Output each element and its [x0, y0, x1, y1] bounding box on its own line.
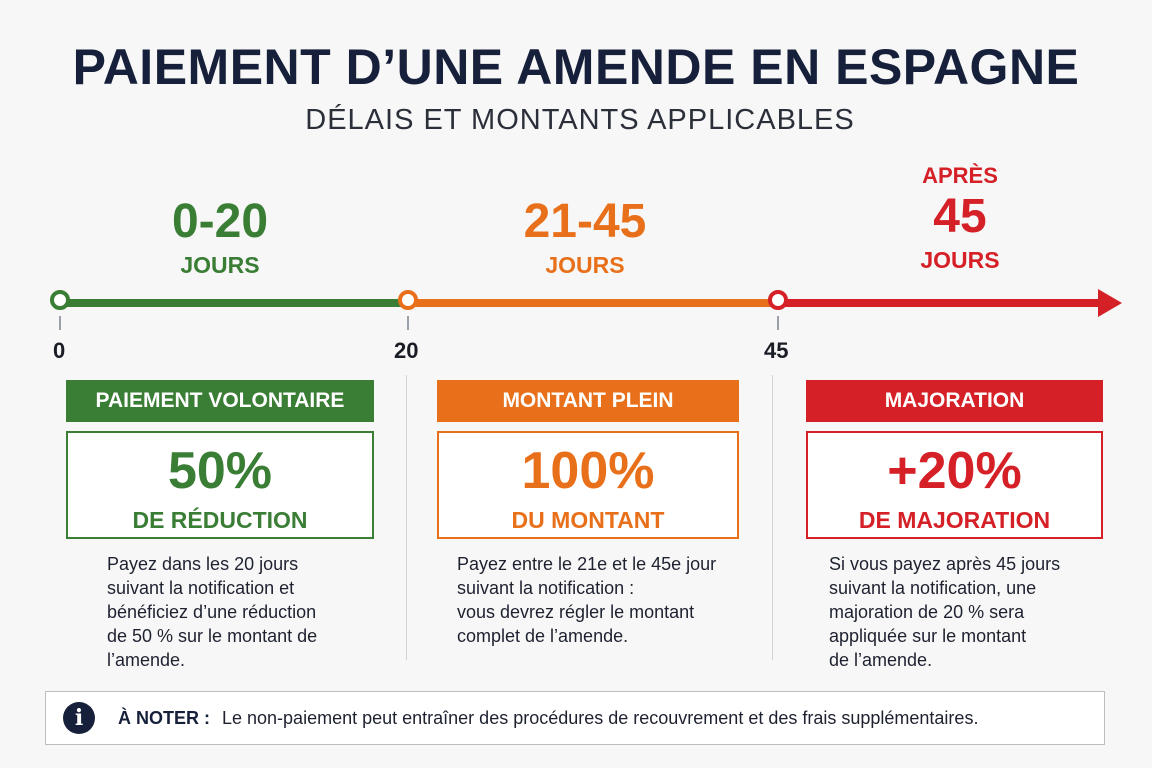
tick-label-0: 0	[53, 338, 66, 363]
timeline-node-45	[768, 290, 788, 310]
card-3-line: Si vous payez après 45 jours	[829, 554, 1061, 574]
card-3-line: appliquée sur le montant	[829, 626, 1027, 646]
card-2-caption: DU MONTANT	[511, 507, 665, 533]
card-2-line: vous devrez régler le montant	[457, 602, 695, 622]
card-2-line: Payez entre le 21e et le 45e jour	[457, 554, 717, 574]
card-1-line: Payez dans les 20 jours	[107, 554, 299, 574]
column-divider	[772, 375, 773, 660]
card-1-box: 50% DE RÉDUCTION	[66, 431, 374, 539]
page-title: PAIEMENT D’UNE AMENDE EN ESPAGNE	[72, 39, 1080, 95]
card-1-line: de 50 % sur le montant de	[107, 626, 318, 646]
period-1-range: 0-20	[171, 195, 269, 248]
period-3-unit: JOURS	[920, 247, 1000, 273]
card-1-line: bénéficiez d’une réduction	[107, 602, 317, 622]
card-2-line: complet de l’amende.	[457, 626, 629, 646]
column-divider	[406, 375, 407, 660]
card-3-line: majoration de 20 % sera	[829, 602, 1025, 622]
card-1-description: Payez dans les 20 jours suivant la notif…	[107, 552, 317, 672]
card-1-value: 50%	[167, 442, 273, 500]
card-2-line: suivant la notification :	[457, 578, 635, 598]
timeline-node-20	[398, 290, 418, 310]
card-1-line: l’amende.	[107, 650, 186, 670]
period-3-range: 45	[933, 190, 987, 243]
card-3-description: Si vous payez après 45 jours suivant la …	[829, 552, 1060, 672]
card-2-description: Payez entre le 21e et le 45e jour suivan…	[457, 552, 716, 648]
card-2-value: 100%	[521, 442, 655, 500]
note-label: À NOTER :	[118, 707, 210, 728]
card-3-label: MAJORATION	[806, 380, 1103, 422]
tick-mark-45	[777, 316, 779, 330]
timeline-node-0	[50, 290, 70, 310]
page-subtitle: DÉLAIS ET MONTANTS APPLICABLES	[305, 104, 855, 136]
period-1-header: 0-20 JOURS	[70, 198, 370, 279]
card-3-line: suivant la notification, une	[829, 578, 1037, 598]
tick-label-20: 20	[394, 338, 419, 363]
card-3-box: +20% DE MAJORATION	[806, 431, 1103, 539]
timeline-segment-orange	[408, 299, 778, 307]
period-2-header: 21-45 JOURS	[435, 198, 735, 279]
note-banner: i À NOTER : Le non-paiement peut entraîn…	[45, 691, 1105, 745]
period-3-prefix: APRÈS	[922, 163, 998, 188]
timeline-segment-green	[60, 299, 408, 307]
timeline-arrow-icon	[1098, 289, 1122, 317]
card-3-caption: DE MAJORATION	[858, 507, 1051, 533]
tick-mark-0	[59, 316, 61, 330]
tick-mark-20	[407, 316, 409, 330]
period-3-header: APRÈS 45 JOURS	[810, 163, 1110, 274]
card-3-value: +20%	[887, 442, 1022, 500]
card-2-box: 100% DU MONTANT	[437, 431, 739, 539]
card-1-label: PAIEMENT VOLONTAIRE	[66, 380, 374, 422]
card-1-caption: DE RÉDUCTION	[132, 507, 308, 533]
timeline-segment-red	[778, 299, 1104, 307]
info-icon: i	[63, 702, 95, 734]
period-2-range: 21-45	[523, 195, 647, 248]
card-1-line: suivant la notification et	[107, 578, 295, 598]
tick-label-45: 45	[764, 338, 789, 363]
card-3-line: de l’amende.	[829, 650, 933, 670]
note-text: Le non-paiement peut entraîner des procé…	[222, 707, 979, 728]
period-1-unit: JOURS	[180, 252, 260, 278]
period-2-unit: JOURS	[545, 252, 625, 278]
card-2-label: MONTANT PLEIN	[437, 380, 739, 422]
